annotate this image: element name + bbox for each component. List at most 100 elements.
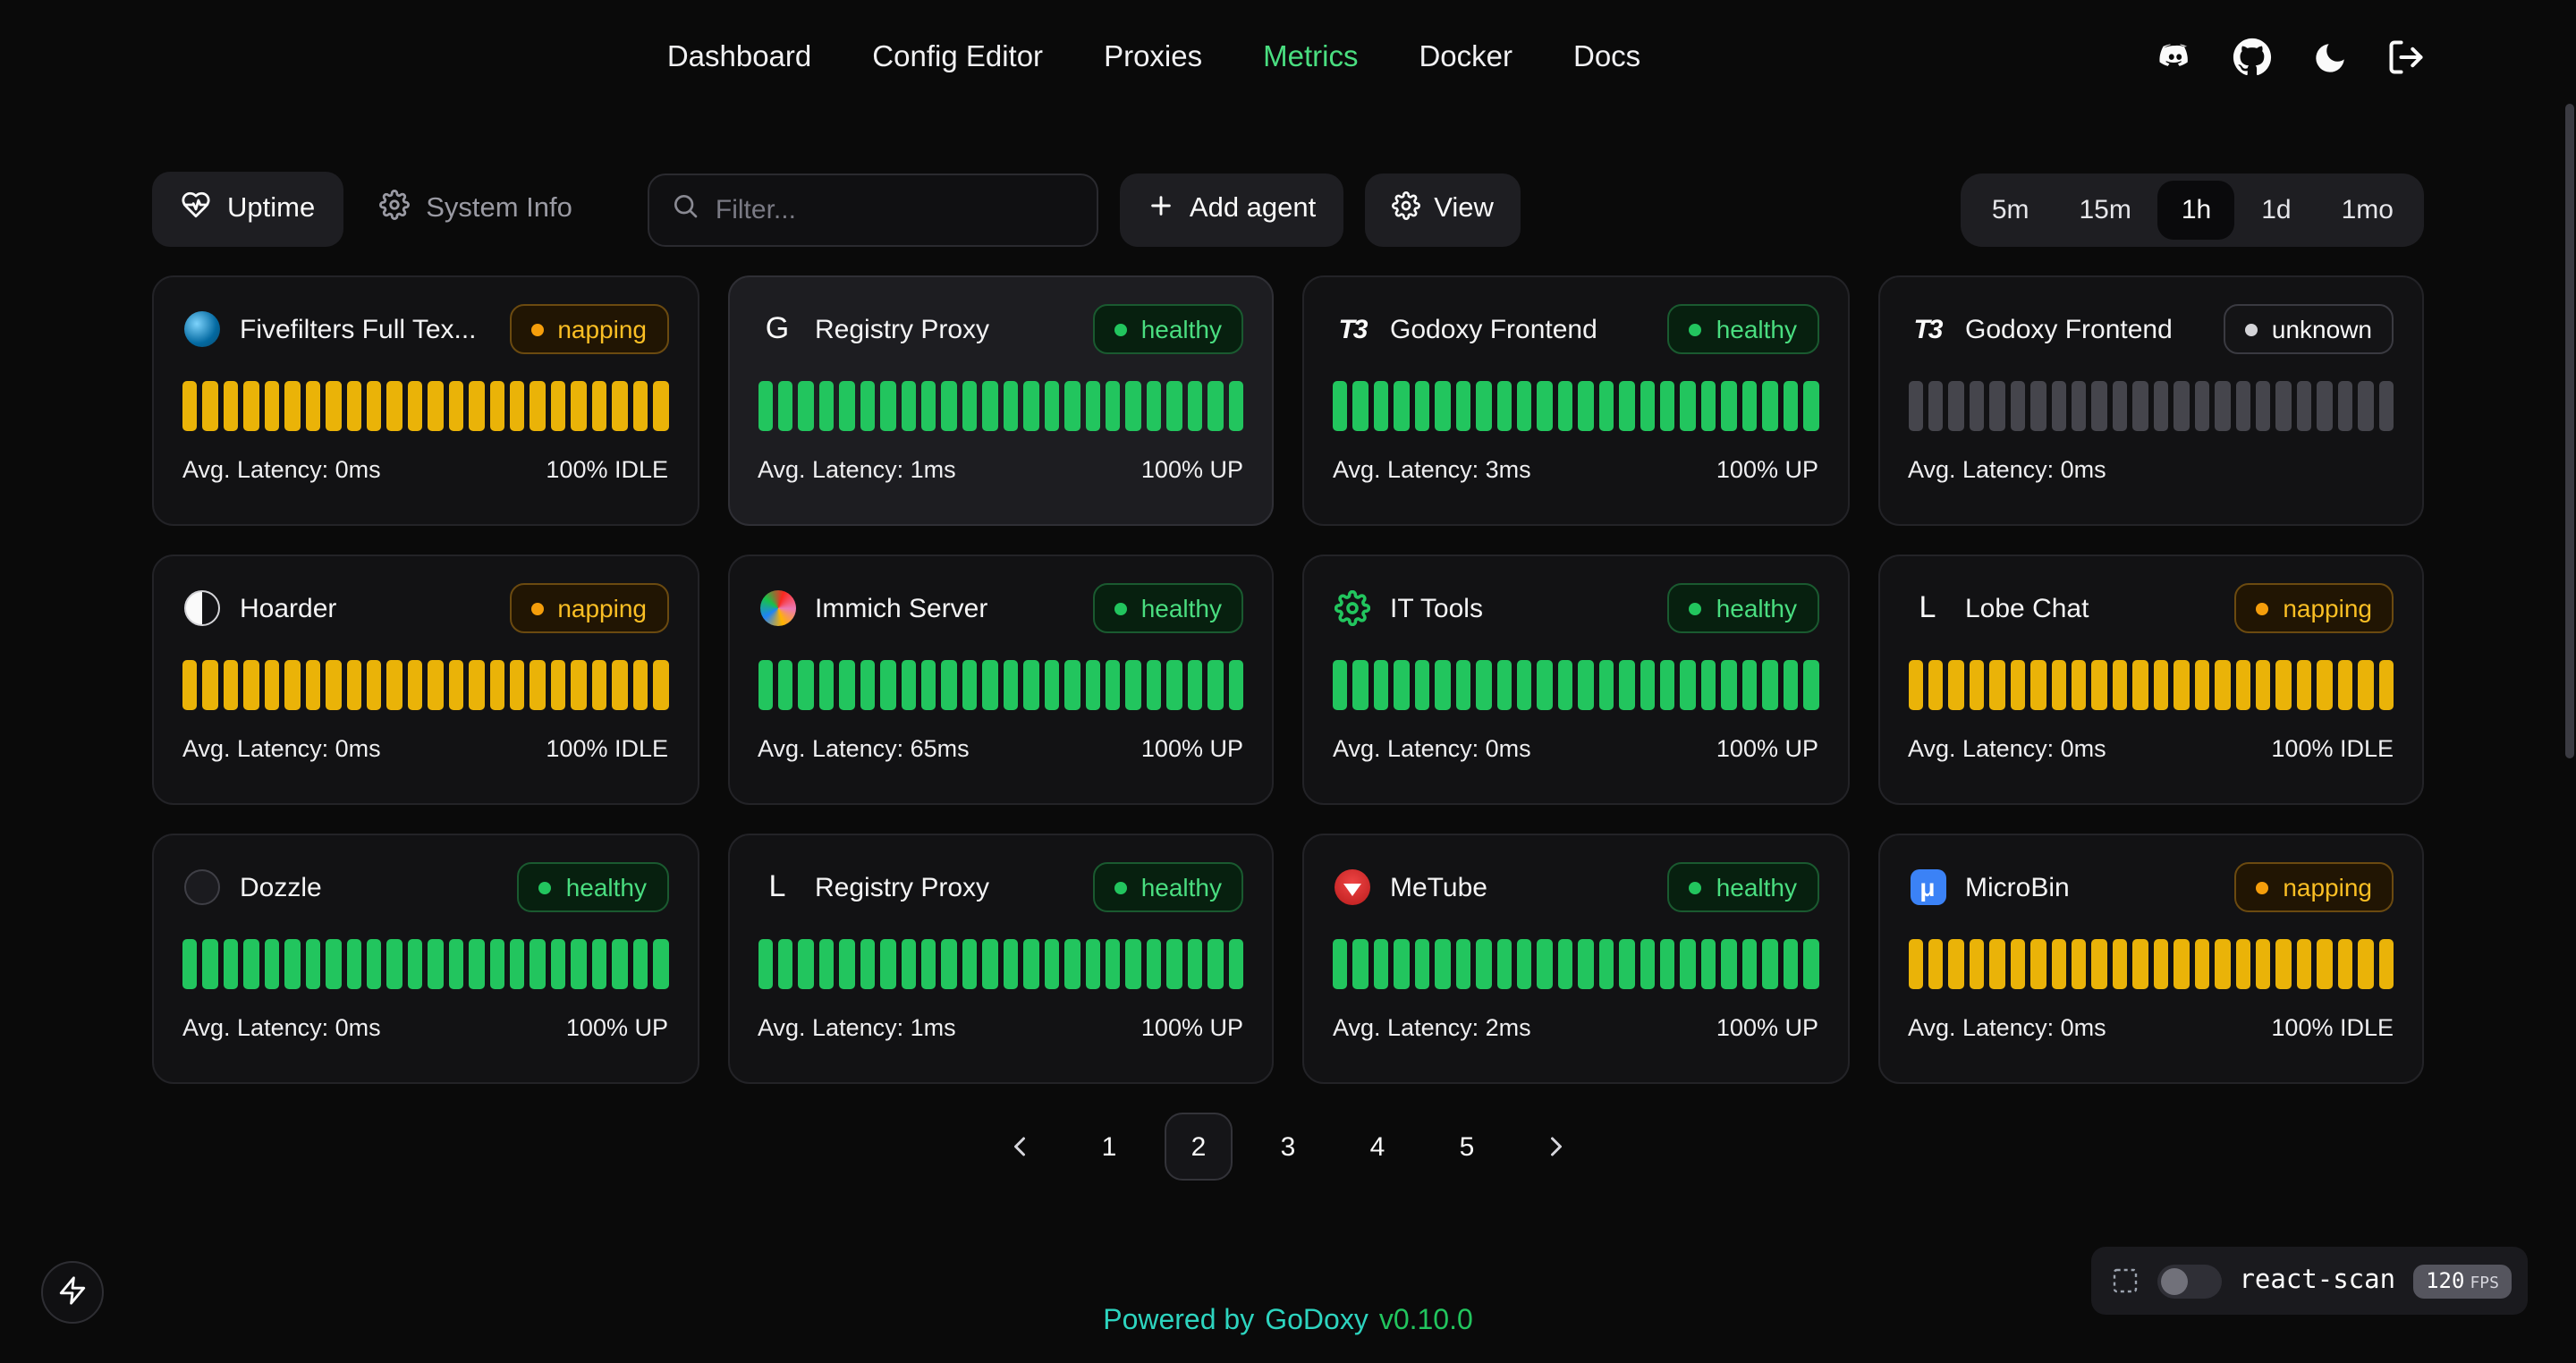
uptime-bar xyxy=(2051,381,2066,431)
uptime-bar xyxy=(2091,660,2107,710)
view-button[interactable]: View xyxy=(1364,173,1521,246)
add-agent-button[interactable]: Add agent xyxy=(1119,173,1343,246)
service-card-dozzle[interactable]: Dozzle healthy Avg. Latency: 0ms 100% UP xyxy=(152,834,699,1084)
nav-item-metrics[interactable]: Metrics xyxy=(1263,40,1359,72)
range-1d[interactable]: 1d xyxy=(2238,180,2314,239)
status-dot-icon xyxy=(1114,323,1127,335)
uptime-bar xyxy=(962,939,978,989)
page-4[interactable]: 4 xyxy=(1343,1113,1411,1181)
nav-item-docker[interactable]: Docker xyxy=(1419,40,1513,72)
version-link[interactable]: v0.10.0 xyxy=(1378,1306,1473,1336)
nav-item-docs[interactable]: Docs xyxy=(1573,40,1641,72)
next-page-button[interactable] xyxy=(1522,1113,1590,1181)
uptime-bar xyxy=(1989,660,2005,710)
service-card-it-tools[interactable]: IT Tools healthy Avg. Latency: 0ms 100% UP xyxy=(1302,555,1849,805)
logout-icon[interactable] xyxy=(2386,38,2426,77)
tab-system-info[interactable]: System Info xyxy=(351,172,601,247)
uptime-bar xyxy=(941,381,957,431)
avg-latency: Avg. Latency: 0ms xyxy=(1333,735,1531,762)
page-2[interactable]: 2 xyxy=(1165,1113,1233,1181)
quick-actions-button[interactable] xyxy=(41,1261,104,1324)
card-footer: Avg. Latency: 65ms 100% UP xyxy=(758,735,1243,762)
service-name: Registry Proxy xyxy=(815,314,990,344)
scrollbar-thumb[interactable] xyxy=(2565,104,2574,758)
page-5[interactable]: 5 xyxy=(1433,1113,1501,1181)
uptime-bar xyxy=(448,939,464,989)
react-scan-label: react-scan xyxy=(2239,1266,2396,1295)
service-card-godoxy-frontend[interactable]: T3 Godoxy Frontend healthy Avg. Latency: 3m… xyxy=(1302,275,1849,526)
card-header: Dozzle healthy xyxy=(182,861,668,913)
uptime-bar xyxy=(1023,381,1039,431)
uptime-bar xyxy=(2174,660,2190,710)
react-scan-toggle[interactable] xyxy=(2157,1264,2222,1298)
uptime-bar xyxy=(1783,939,1799,989)
avg-latency: Avg. Latency: 0ms xyxy=(182,735,381,762)
inspect-icon[interactable] xyxy=(2110,1266,2139,1295)
uptime-bar xyxy=(1166,660,1182,710)
filter-input[interactable] xyxy=(715,194,1075,224)
microbin-icon: μ xyxy=(1908,868,1947,907)
godoxy-link[interactable]: GoDoxy xyxy=(1265,1306,1368,1336)
card-header: Hoarder napping xyxy=(182,582,668,634)
github-icon[interactable] xyxy=(2233,38,2272,77)
status-badge: napping xyxy=(509,303,668,355)
uptime-bar xyxy=(798,939,814,989)
uptime-bar xyxy=(1394,381,1410,431)
moon-icon[interactable] xyxy=(2309,38,2349,77)
uptime-bar xyxy=(1989,939,2005,989)
nav-item-dashboard[interactable]: Dashboard xyxy=(666,40,812,72)
nav-item-config-editor[interactable]: Config Editor xyxy=(872,40,1044,72)
uptime-bar xyxy=(1044,381,1060,431)
uptime-bar xyxy=(366,381,382,431)
range-15m[interactable]: 15m xyxy=(2056,180,2155,239)
service-card-registry-proxy[interactable]: L Registry Proxy healthy Avg. Latency: 1ms 1… xyxy=(727,834,1274,1084)
uptime-bar xyxy=(326,660,341,710)
uptime-bar xyxy=(2215,939,2230,989)
range-1h[interactable]: 1h xyxy=(2157,180,2235,239)
uptime-bar xyxy=(591,381,607,431)
footer: Powered by GoDoxy v0.10.0 xyxy=(0,1306,2576,1338)
uptime-bar xyxy=(346,660,361,710)
uptime-bar xyxy=(612,939,628,989)
uptime-bar xyxy=(1721,660,1737,710)
service-card-fivefilters-full-tex[interactable]: Fivefilters Full Tex... napping Avg. Laten… xyxy=(152,275,699,526)
uptime-bar xyxy=(1146,660,1162,710)
service-card-registry-proxy[interactable]: G Registry Proxy healthy Avg. Latency: 1ms 1… xyxy=(727,275,1274,526)
service-card-metube[interactable]: MeTube healthy Avg. Latency: 2ms 100% UP xyxy=(1302,834,1849,1084)
service-card-lobe-chat[interactable]: L Lobe Chat napping Avg. Latency: 0ms 100% I… xyxy=(1877,555,2424,805)
prev-page-button[interactable] xyxy=(986,1113,1054,1181)
discord-icon[interactable] xyxy=(2156,38,2195,77)
uptime-bar xyxy=(305,939,321,989)
range-1mo[interactable]: 1mo xyxy=(2318,180,2417,239)
page-1[interactable]: 1 xyxy=(1075,1113,1143,1181)
page-3[interactable]: 3 xyxy=(1254,1113,1322,1181)
filter-box[interactable] xyxy=(647,173,1098,246)
uptime-bars xyxy=(1908,381,2394,431)
uptime-bar xyxy=(489,660,504,710)
service-card-immich-server[interactable]: Immich Server healthy Avg. Latency: 65ms 10… xyxy=(727,555,1274,805)
tab-uptime[interactable]: Uptime xyxy=(152,172,344,247)
uptime-bar xyxy=(1228,660,1243,710)
service-card-godoxy-frontend[interactable]: T3 Godoxy Frontend unknown Avg. Latency: 0m… xyxy=(1877,275,2424,526)
uptime-bar xyxy=(1455,939,1471,989)
uptime-bar xyxy=(1928,381,1944,431)
uptime-bar xyxy=(941,660,957,710)
add-agent-label: Add agent xyxy=(1189,193,1317,224)
status-dot-icon xyxy=(1689,881,1702,893)
uptime-bar xyxy=(2317,939,2333,989)
uptime-bar xyxy=(1762,381,1778,431)
uptime-bar xyxy=(653,660,668,710)
uptime-bar xyxy=(1333,381,1348,431)
uptime-bar xyxy=(2337,939,2353,989)
range-5m[interactable]: 5m xyxy=(1969,180,2053,239)
uptime-bar xyxy=(2194,939,2210,989)
uptime-bar xyxy=(2132,660,2148,710)
service-card-microbin[interactable]: μ MicroBin napping Avg. Latency: 0ms 100% ID… xyxy=(1877,834,2424,1084)
uptime-percent: 100% UP xyxy=(1140,456,1243,483)
card-header: Fivefilters Full Tex... napping xyxy=(182,303,668,355)
uptime-bar xyxy=(428,381,444,431)
service-card-hoarder[interactable]: Hoarder napping Avg. Latency: 0ms 100% IDLE xyxy=(152,555,699,805)
uptime-bar xyxy=(366,660,382,710)
nav-item-proxies[interactable]: Proxies xyxy=(1104,40,1203,72)
uptime-bar xyxy=(860,939,876,989)
